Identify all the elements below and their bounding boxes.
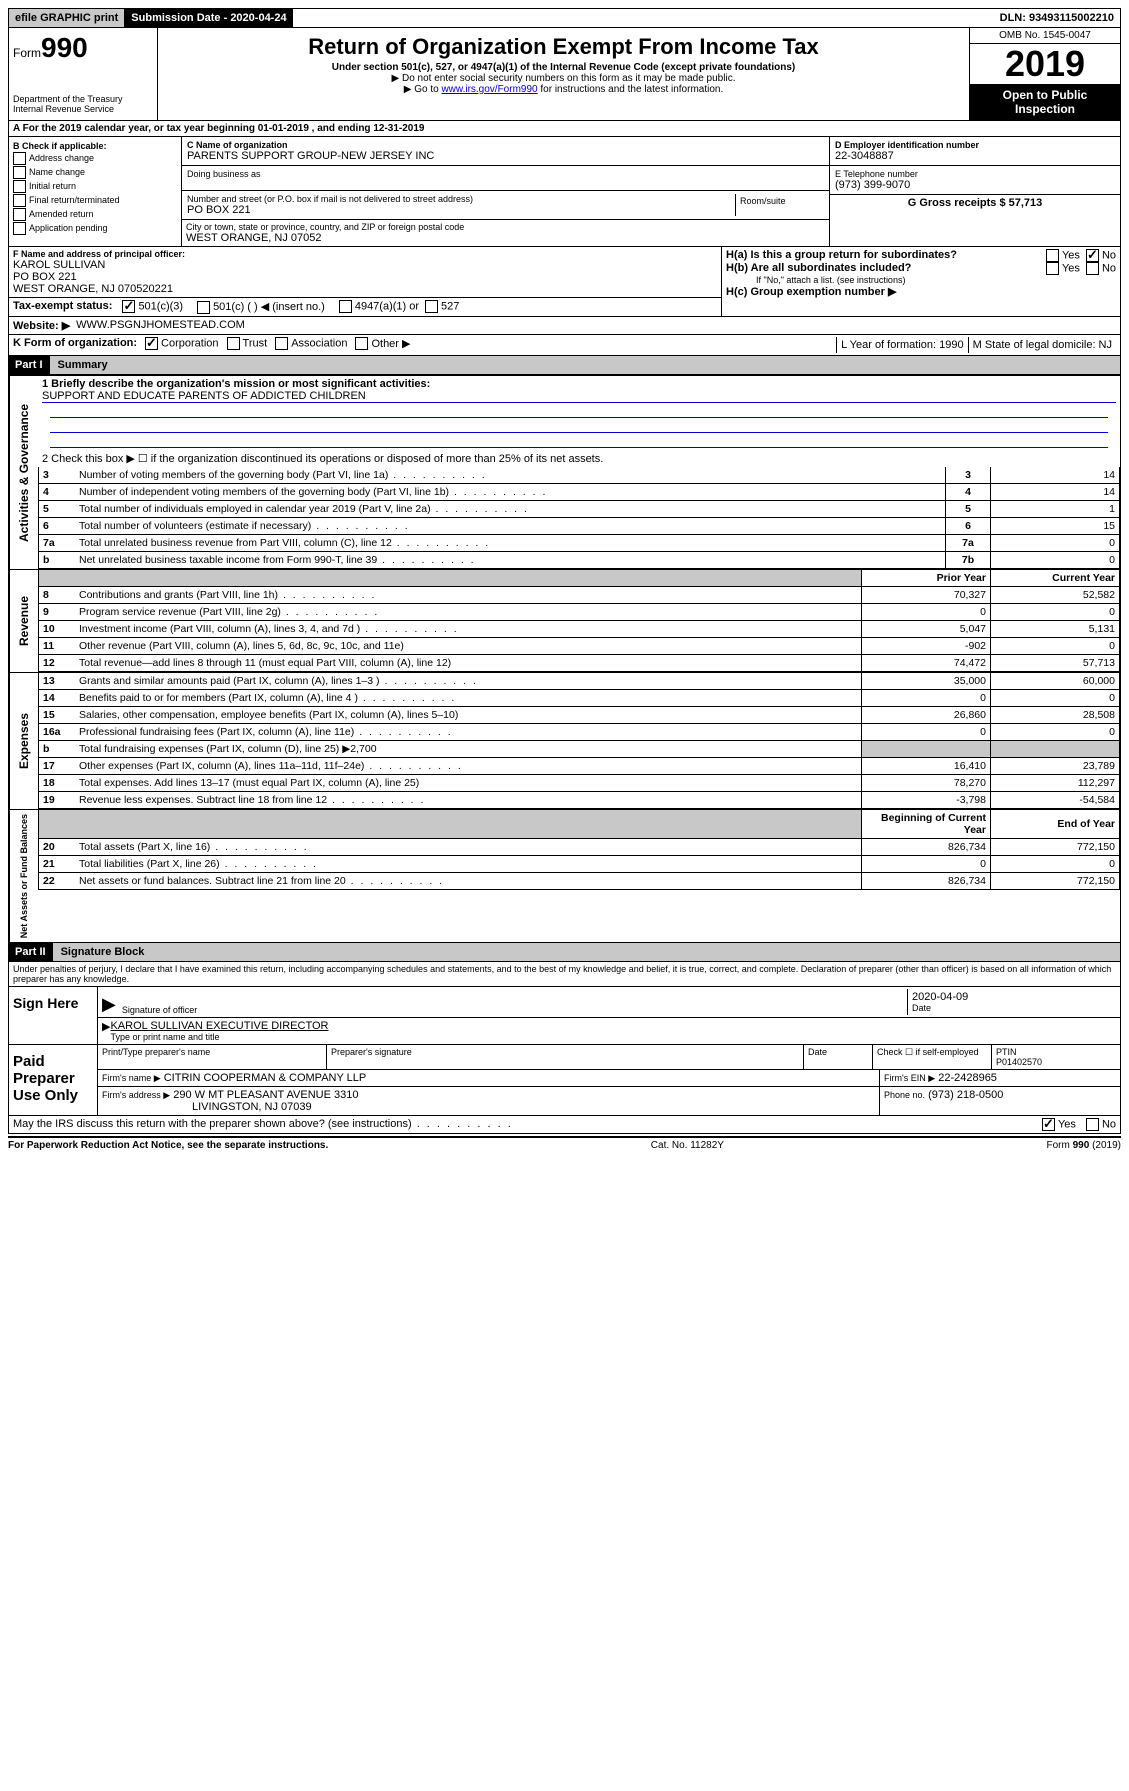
- form-title: Return of Organization Exempt From Incom…: [162, 34, 965, 60]
- form-header: Form990 Department of the Treasury Inter…: [8, 28, 1121, 121]
- dln: DLN: 93493115002210: [994, 9, 1120, 27]
- check-initial-return[interactable]: Initial return: [13, 180, 177, 193]
- subtitle-3: ▶ Go to www.irs.gov/Form990 for instruct…: [162, 84, 965, 95]
- h-c: H(c) Group exemption number ▶: [726, 285, 1116, 298]
- subtitle-1: Under section 501(c), 527, or 4947(a)(1)…: [162, 62, 965, 73]
- arrow-icon: ▶: [102, 1020, 110, 1042]
- net-assets-table: Beginning of Current YearEnd of Year 20T…: [38, 810, 1120, 890]
- firm-name: CITRIN COOPERMAN & COMPANY LLP: [164, 1072, 367, 1084]
- h-a: H(a) Is this a group return for subordin…: [726, 249, 1046, 262]
- state-domicile: M State of legal domicile: NJ: [968, 337, 1116, 353]
- self-employed-check[interactable]: Check ☐ if self-employed: [873, 1045, 992, 1069]
- org-info-block: B Check if applicable: Address change Na…: [8, 137, 1121, 247]
- ha-no[interactable]: No: [1086, 249, 1116, 262]
- check-final-return[interactable]: Final return/terminated: [13, 194, 177, 207]
- expenses-table: 13Grants and similar amounts paid (Part …: [38, 673, 1120, 809]
- check-4947[interactable]: 4947(a)(1) or: [339, 300, 419, 314]
- subtitle-2: ▶ Do not enter social security numbers o…: [162, 73, 965, 84]
- open-to-public: Open to Public Inspection: [970, 84, 1120, 120]
- efile-label[interactable]: efile GRAPHIC print: [9, 9, 125, 27]
- preparer-phone: (973) 218-0500: [928, 1089, 1003, 1101]
- vert-expenses: Expenses: [9, 673, 38, 809]
- phone: (973) 399-9070: [835, 179, 1115, 191]
- check-assoc[interactable]: Association: [275, 337, 347, 353]
- arrow-icon: ▶: [102, 994, 116, 1015]
- row-f-h: F Name and address of principal officer:…: [8, 247, 1121, 317]
- revenue-table: Prior YearCurrent Year 8Contributions an…: [38, 570, 1120, 672]
- paid-preparer-block: Paid Preparer Use Only Print/Type prepar…: [8, 1045, 1121, 1116]
- check-corp[interactable]: Corporation: [145, 337, 218, 353]
- section-b-checkboxes: B Check if applicable: Address change Na…: [9, 137, 182, 246]
- mission-text: SUPPORT AND EDUCATE PARENTS OF ADDICTED …: [42, 390, 1116, 403]
- hb-yes[interactable]: Yes: [1046, 262, 1080, 275]
- check-other[interactable]: Other ▶: [355, 337, 410, 353]
- check-trust[interactable]: Trust: [227, 337, 268, 353]
- part-2-header: Part II Signature Block: [8, 943, 1121, 962]
- org-name: PARENTS SUPPORT GROUP-NEW JERSEY INC: [187, 150, 824, 162]
- ptin: P01402570: [996, 1057, 1116, 1067]
- row-k: K Form of organization: Corporation Trus…: [8, 335, 1121, 356]
- section-a-tax-year: A For the 2019 calendar year, or tax yea…: [8, 121, 1121, 137]
- penalties-text: Under penalties of perjury, I declare th…: [8, 962, 1121, 987]
- section-d-e-g: D Employer identification number 22-3048…: [829, 137, 1120, 246]
- website-url: WWW.PSGNJHOMESTEAD.COM: [76, 319, 245, 332]
- officer-name: KAROL SULLIVAN: [13, 259, 717, 271]
- page-footer: For Paperwork Reduction Act Notice, see …: [8, 1136, 1121, 1151]
- sign-here-block: Sign Here ▶ Signature of officer 2020-04…: [8, 987, 1121, 1045]
- check-address-change[interactable]: Address change: [13, 152, 177, 165]
- check-application-pending[interactable]: Application pending: [13, 222, 177, 235]
- vert-net-assets: Net Assets or Fund Balances: [9, 810, 38, 942]
- part-1-header: Part I Summary: [8, 356, 1121, 375]
- hb-no[interactable]: No: [1086, 262, 1116, 275]
- check-501c3[interactable]: 501(c)(3): [122, 300, 183, 314]
- check-501c[interactable]: 501(c) ( ) ◀ (insert no.): [197, 300, 325, 314]
- ein: 22-3048887: [835, 150, 1115, 162]
- ha-yes[interactable]: Yes: [1046, 249, 1080, 262]
- dept-treasury: Department of the Treasury: [13, 94, 153, 104]
- tax-year: 2019: [970, 44, 1120, 84]
- firm-address: 290 W MT PLEASANT AVENUE 3310: [173, 1089, 358, 1101]
- org-address: PO BOX 221: [187, 204, 735, 216]
- discuss-yes[interactable]: Yes: [1042, 1118, 1076, 1131]
- officer-print-name: KAROL SULLIVAN EXECUTIVE DIRECTOR: [110, 1020, 328, 1032]
- check-527[interactable]: 527: [425, 300, 459, 314]
- irs-label: Internal Revenue Service: [13, 104, 153, 114]
- line-2: 2 Check this box ▶ ☐ if the organization…: [38, 450, 1120, 467]
- irs-link[interactable]: www.irs.gov/Form990: [441, 84, 537, 95]
- firm-ein: 22-2428965: [938, 1072, 997, 1084]
- room-suite: Room/suite: [735, 194, 824, 216]
- form-number: Form990: [13, 32, 153, 64]
- summary-section: Activities & Governance 1 Briefly descri…: [8, 375, 1121, 943]
- h-b: H(b) Are all subordinates included?: [726, 262, 1046, 275]
- top-bar: efile GRAPHIC print Submission Date - 20…: [8, 8, 1121, 28]
- gross-receipts: G Gross receipts $ 57,713: [834, 197, 1116, 209]
- year-formation: L Year of formation: 1990: [836, 337, 968, 353]
- discuss-row: May the IRS discuss this return with the…: [8, 1116, 1121, 1134]
- row-j-website: Website: ▶ WWW.PSGNJHOMESTEAD.COM: [8, 317, 1121, 335]
- org-city: WEST ORANGE, NJ 07052: [186, 232, 825, 244]
- sign-date: 2020-04-09: [912, 991, 1112, 1003]
- check-amended[interactable]: Amended return: [13, 208, 177, 221]
- omb-number: OMB No. 1545-0047: [970, 28, 1120, 44]
- section-c: C Name of organization PARENTS SUPPORT G…: [182, 137, 829, 246]
- vert-revenue: Revenue: [9, 570, 38, 672]
- vert-governance: Activities & Governance: [9, 376, 38, 569]
- tax-exempt-label: Tax-exempt status:: [13, 300, 112, 314]
- governance-table: 3Number of voting members of the governi…: [38, 467, 1120, 569]
- discuss-no[interactable]: No: [1086, 1118, 1116, 1131]
- check-name-change[interactable]: Name change: [13, 166, 177, 179]
- submission-date: Submission Date - 2020-04-24: [125, 9, 292, 27]
